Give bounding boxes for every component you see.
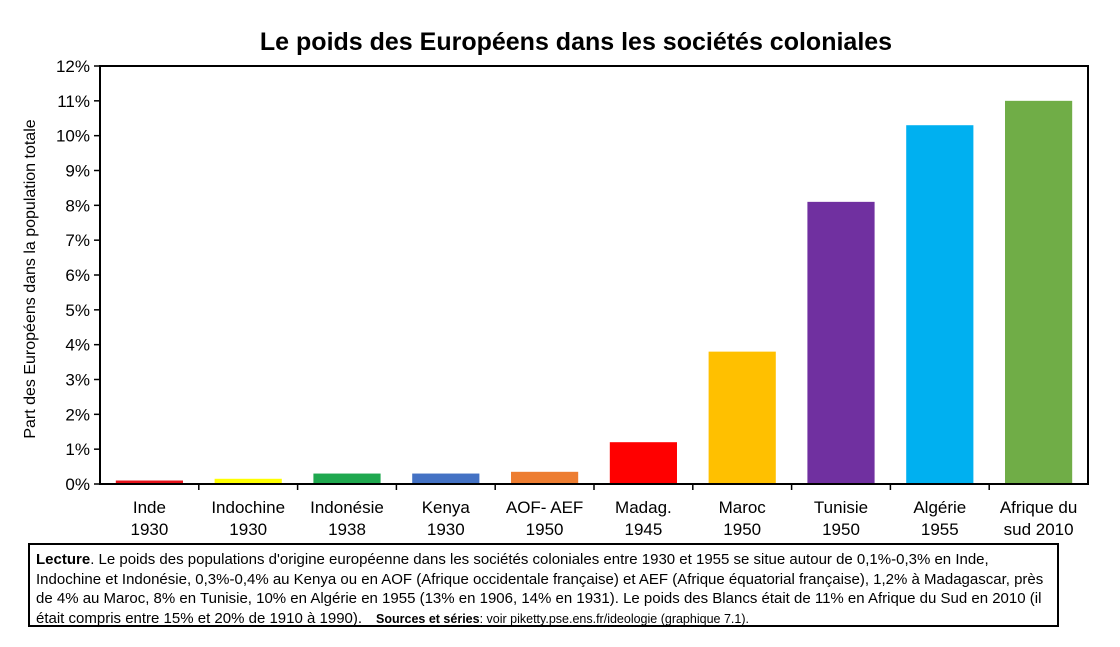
bar [412, 473, 480, 484]
x-tick-label: Inde [133, 498, 166, 517]
x-tick-label: Madag. [615, 498, 672, 517]
plot-frame [99, 65, 1089, 485]
x-tick-label: 1950 [822, 520, 860, 539]
x-tick-label: Indochine [211, 498, 285, 517]
x-tick-label: 1930 [427, 520, 465, 539]
bar [1005, 100, 1073, 484]
caption-sources-text: : voir piketty.pse.ens.fr/ideologie (gra… [479, 611, 749, 626]
y-tick-label: 2% [65, 405, 90, 424]
y-tick-label: 11% [57, 92, 90, 111]
y-tick-label: 10% [56, 127, 90, 146]
bar [214, 478, 282, 484]
y-tick-label: 9% [65, 162, 90, 181]
x-tick-label: 1955 [921, 520, 959, 539]
x-tick-label: 1938 [328, 520, 366, 539]
caption-sources-label: Sources et séries [376, 611, 480, 626]
bar [609, 442, 677, 484]
x-tick-label: 1950 [526, 520, 564, 539]
chart-title: Le poids des Européens dans les sociétés… [259, 28, 893, 56]
x-tick-label: 1950 [723, 520, 761, 539]
bar [807, 201, 875, 484]
y-tick-label: 1% [65, 440, 90, 459]
bar [115, 480, 183, 484]
y-tick-label: 5% [65, 301, 90, 320]
x-tick-label: 1930 [130, 520, 168, 539]
x-tick-label: Afrique du [1000, 498, 1078, 517]
x-tick-label: Maroc [719, 498, 767, 517]
x-tick-label: Kenya [422, 498, 471, 517]
x-tick-label: sud 2010 [1004, 520, 1074, 539]
x-tick-label: Tunisie [814, 498, 868, 517]
y-tick-label: 3% [65, 371, 90, 390]
y-tick-label: 7% [65, 231, 90, 250]
bar [511, 471, 579, 484]
y-tick-label: 8% [65, 196, 90, 215]
bar [906, 125, 974, 484]
bar [313, 473, 381, 484]
x-tick-label: 1945 [624, 520, 662, 539]
caption-text: . Le poids des populations d'origine eur… [36, 551, 1044, 627]
y-tick-label: 4% [65, 336, 90, 355]
caption-box: Lecture. Le poids des populations d'orig… [28, 543, 1059, 627]
x-tick-label: Indonésie [310, 498, 384, 517]
x-tick-label: AOF- AEF [506, 498, 583, 517]
x-tick-label: Algérie [913, 498, 966, 517]
caption-lead: Lecture [36, 551, 91, 568]
y-tick-label: 0% [65, 475, 90, 494]
y-tick-label: 12% [56, 57, 90, 76]
y-tick-label: 6% [65, 266, 90, 285]
bar [708, 351, 776, 484]
x-tick-label: 1930 [229, 520, 267, 539]
